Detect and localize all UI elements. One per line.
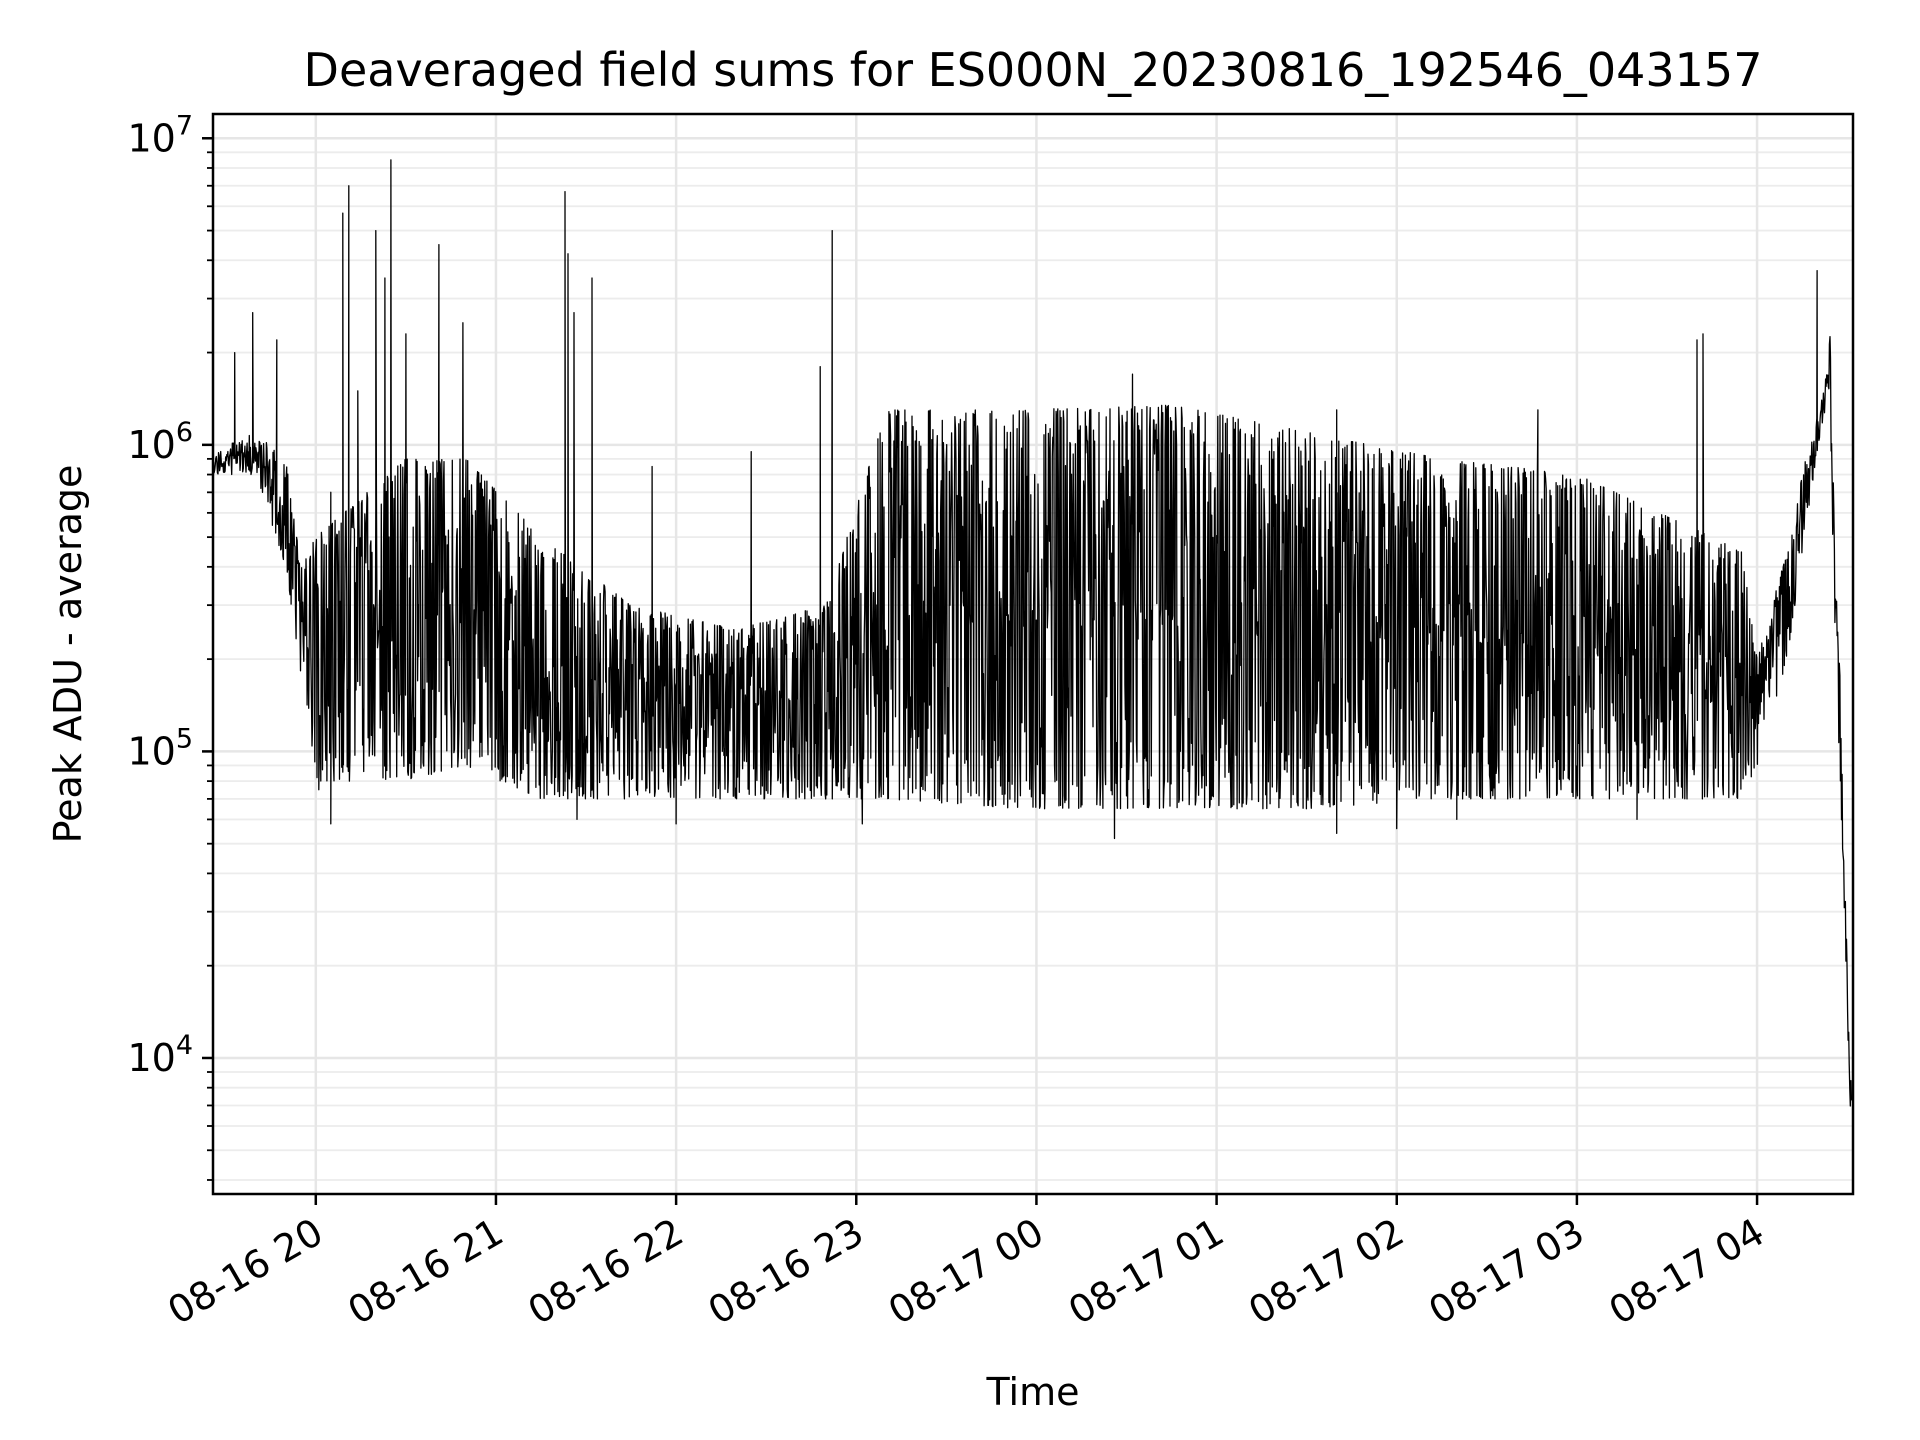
plot-frame [211,112,1855,1196]
y-tick-label: 105 [127,723,193,773]
chart-title: Deaveraged field sums for ES000N_2023081… [304,43,1763,97]
y-tick-label: 107 [127,110,193,160]
data-layer [213,159,1853,1107]
y-tick-label: 104 [127,1030,193,1080]
y-tick-label: 106 [127,417,193,467]
x-axis-label: Time [986,1370,1080,1414]
series-line [213,159,1853,1107]
y-axis-label: Peak ADU - average [46,465,90,844]
